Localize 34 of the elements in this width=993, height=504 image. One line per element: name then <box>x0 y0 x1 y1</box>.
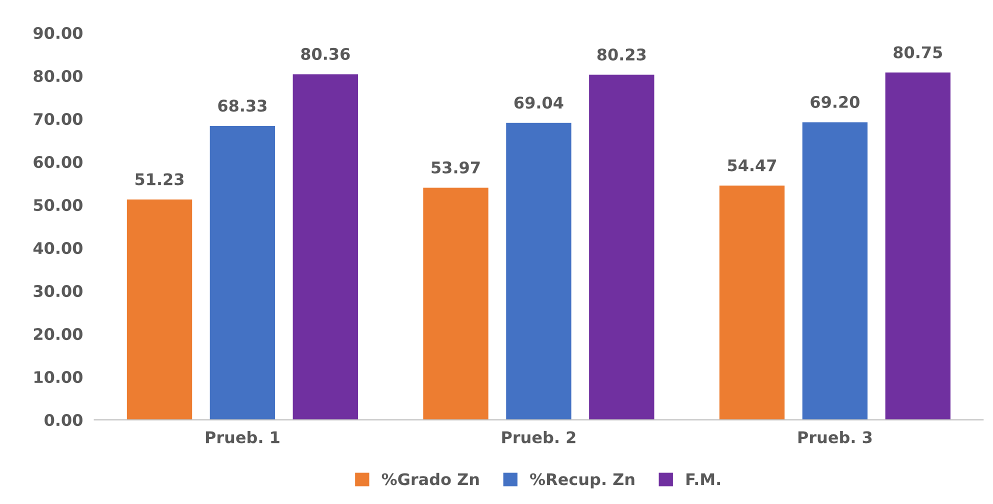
bar <box>292 74 358 420</box>
x-tick-label: Prueb. 1 <box>206 430 280 444</box>
y-tick-label: 50.00 <box>34 199 82 212</box>
y-tick-label: 70.00 <box>34 112 82 126</box>
x-tick-label: Prueb. 3 <box>798 430 872 444</box>
y-tick-label: 30.00 <box>34 285 82 298</box>
data-label: 80.36 <box>301 48 350 60</box>
bar <box>210 126 276 420</box>
y-tick-label: 20.00 <box>34 328 82 340</box>
data-label: 69.20 <box>810 96 860 108</box>
bar <box>719 186 785 420</box>
data-label: 80.23 <box>597 48 646 61</box>
data-label: 68.33 <box>218 100 266 112</box>
x-tick-label: Prueb. 2 <box>502 430 576 444</box>
y-tick-label: 0.00 <box>44 414 82 426</box>
data-label: 53.97 <box>432 161 480 174</box>
bar <box>802 122 868 420</box>
data-label: 69.04 <box>514 96 564 109</box>
legend-label: F.M. <box>686 473 720 486</box>
legend-label: %Grado Zn <box>382 472 479 486</box>
legend-label: %Recup. Zn <box>530 473 634 488</box>
y-tick-label: 90.00 <box>34 26 82 40</box>
y-tick-label: 40.00 <box>33 242 82 254</box>
bar <box>589 74 654 420</box>
y-tick-label: 10.00 <box>34 371 82 384</box>
bar <box>506 122 572 420</box>
bar <box>423 188 488 420</box>
y-tick-label: 80.00 <box>34 70 82 82</box>
bar <box>885 72 950 420</box>
y-tick-label: 60.00 <box>34 156 82 168</box>
data-label: 80.75 <box>894 46 942 58</box>
bar <box>126 200 192 420</box>
data-label: 54.47 <box>728 159 776 172</box>
data-label: 51.23 <box>135 173 184 186</box>
